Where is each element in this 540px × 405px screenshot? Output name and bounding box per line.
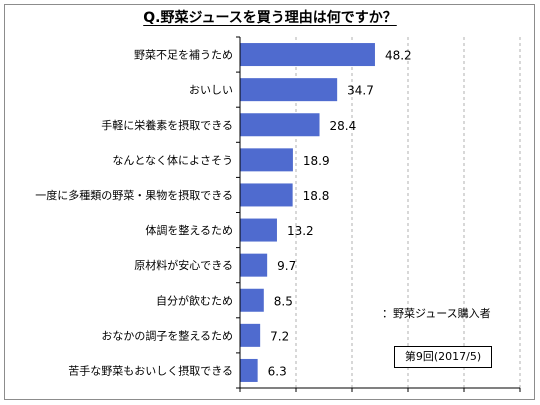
bar <box>240 253 268 277</box>
category-label: おいしい <box>189 84 233 97</box>
category-label: 苦手な野菜もおいしく摂取できる <box>68 363 233 377</box>
bars <box>240 43 375 382</box>
value-label: 13.2 <box>287 224 314 238</box>
category-labels: 野菜不足を補うためおいしい手軽に栄養素を摂取できるなんとなく体によさそう一度に多… <box>35 49 233 378</box>
bar <box>240 183 293 207</box>
category-label: 野菜不足を補うため <box>134 49 233 62</box>
bar <box>240 218 277 242</box>
value-label: 8.5 <box>274 294 293 308</box>
grid-lines <box>295 37 521 388</box>
category-label: 原材料が安心できる <box>134 258 233 272</box>
value-labels: 48.2 34.7 28.4 18.9 18.8 13.2 9.7 8.5 7.2 6.3 <box>268 49 412 379</box>
respondent-note: ：野菜ジュース購入者 <box>382 307 491 320</box>
category-label: 体調を整えるため <box>145 223 233 237</box>
category-label: 手軽に栄養素を摂取できる <box>101 118 233 132</box>
axes <box>236 36 521 392</box>
bar <box>240 78 338 102</box>
category-label: なんとなく体によさそう <box>112 153 233 167</box>
value-label: 28.4 <box>330 119 357 133</box>
bar <box>240 113 320 137</box>
value-label: 18.8 <box>303 189 330 203</box>
chart-title: Q.野菜ジュースを買う理由は何ですか？ <box>143 10 397 26</box>
category-label: 一度に多種類の野菜・果物を摂取できる <box>35 188 233 202</box>
value-label: 7.2 <box>270 329 289 343</box>
value-label: 6.3 <box>268 364 287 378</box>
category-label: おなかの調子を整えるため <box>101 328 233 342</box>
value-label: 34.7 <box>347 84 374 98</box>
value-label: 18.9 <box>303 154 330 168</box>
bar <box>240 288 264 312</box>
bar <box>240 43 375 67</box>
bar <box>240 323 261 347</box>
bar <box>240 148 293 172</box>
value-label: 48.2 <box>385 49 412 63</box>
category-label: 自分が飲むため <box>156 293 233 307</box>
survey-badge: 第9回(2017/5) <box>394 346 492 368</box>
bar <box>240 358 258 382</box>
value-label: 9.7 <box>277 259 296 273</box>
